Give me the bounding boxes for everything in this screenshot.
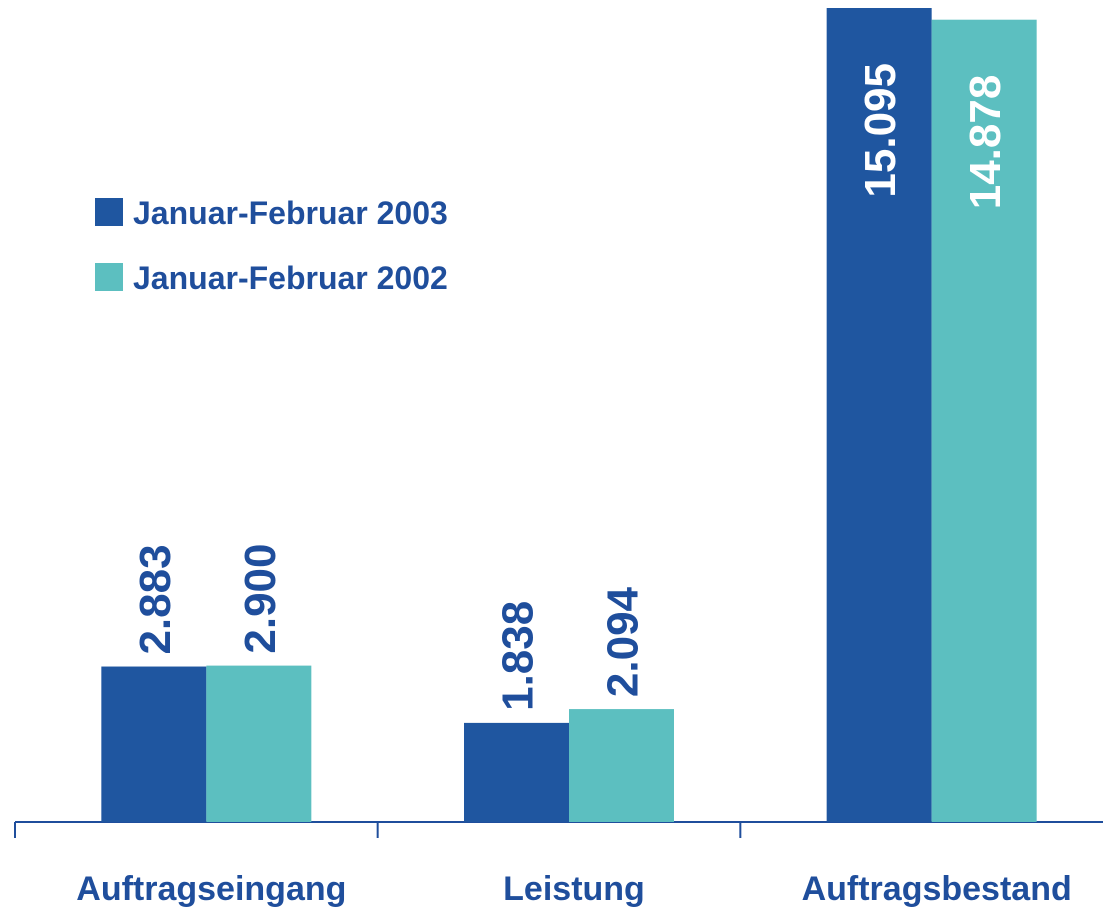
x-tick-label: Auftragsbestand [802,870,1072,908]
legend-label: Januar-Februar 2003 [133,195,448,231]
value-label: 14.878 [961,75,1010,210]
value-label: 2.883 [131,544,180,654]
value-label: 15.095 [856,63,905,198]
value-label: 2.900 [236,544,285,654]
legend-label: Januar-Februar 2002 [133,260,448,296]
x-tick-label: Leistung [503,870,645,908]
bar [464,722,569,822]
legend-swatch [95,263,123,291]
bar [826,8,932,822]
value-label: 2.094 [599,586,648,697]
x-tick-label: Auftragseingang [76,870,346,908]
legend-swatch [95,198,123,226]
bar [931,19,1037,822]
bar [101,666,207,822]
value-label: 1.838 [494,601,543,711]
bar [569,709,674,822]
bar [206,665,312,822]
